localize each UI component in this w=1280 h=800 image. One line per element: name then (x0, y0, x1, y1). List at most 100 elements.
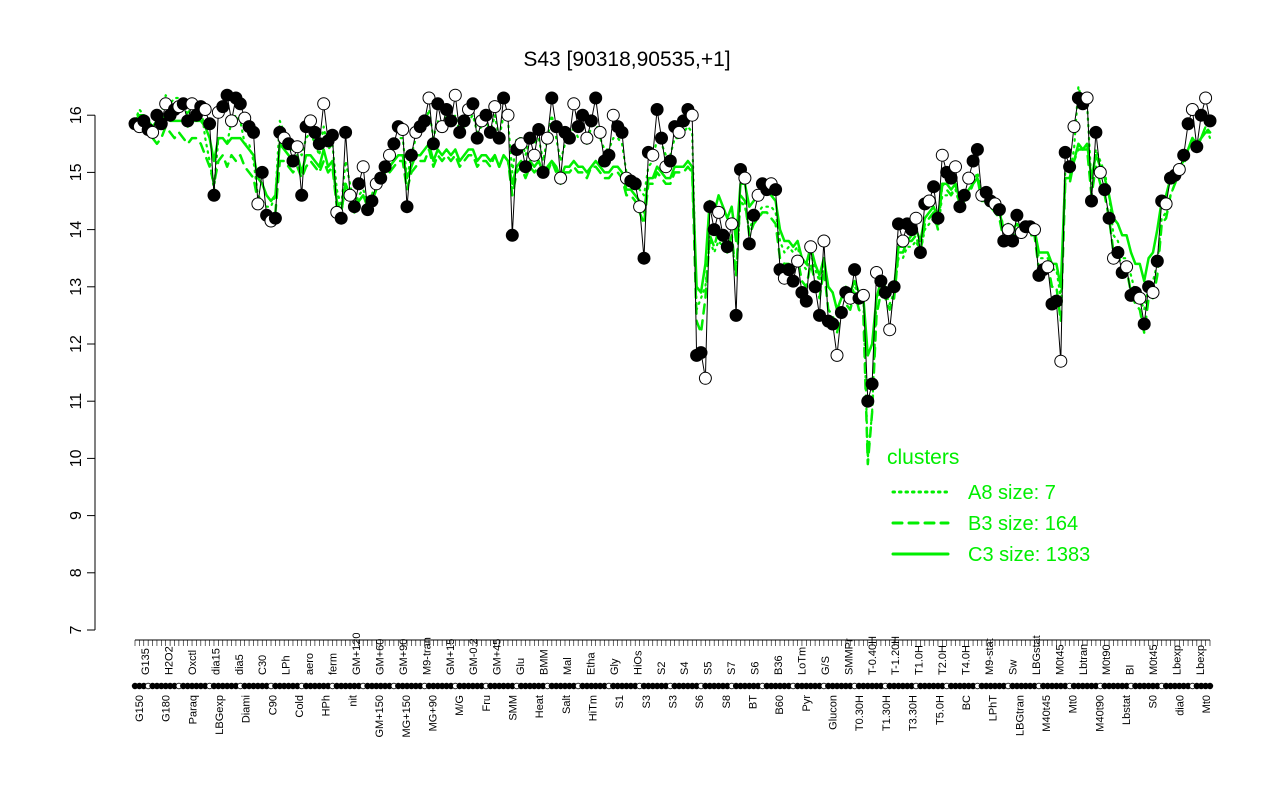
data-point (874, 274, 888, 288)
data-point (1190, 140, 1204, 154)
data-point (962, 171, 976, 185)
data-point (655, 131, 668, 145)
data-point (207, 188, 221, 202)
data-point (1001, 223, 1015, 237)
x-tick-label-top: aero (304, 653, 316, 675)
data-point (602, 148, 616, 162)
y-tick-label-10: 10 (68, 449, 85, 467)
data-point (830, 348, 844, 362)
data-point (448, 88, 462, 102)
data-point (554, 171, 568, 185)
x-tick-label-bottom: S0 (1148, 695, 1160, 708)
x-tick-label-bottom: C90 (267, 695, 279, 715)
data-point (356, 160, 370, 174)
data-point (615, 125, 629, 139)
data-point (786, 274, 800, 288)
data-point (216, 100, 230, 114)
data-point (725, 217, 739, 231)
data-point (1137, 317, 1151, 331)
data-point (633, 200, 647, 214)
x-tick-label-top: S6 (750, 662, 762, 675)
data-point (383, 148, 396, 162)
x-tick-label-top: SMMPr (843, 638, 855, 675)
x-tick-label-top: H2O2 (163, 646, 175, 675)
data-point (672, 125, 686, 139)
x-tick-label-top: Lbexp (1172, 645, 1184, 675)
legend-entry-label: C3 size: 1383 (968, 544, 1090, 566)
data-point (505, 228, 519, 242)
data-point (308, 125, 322, 139)
data-point (729, 308, 743, 322)
x-tick-label-top: S4 (679, 662, 691, 675)
data-point (1049, 294, 1063, 308)
data-point (606, 108, 620, 122)
x-tick-label-bottom: M40t45 (1041, 695, 1053, 732)
data-point (905, 223, 919, 237)
x-tick-label-top: T1.0H (914, 645, 926, 675)
data-point (268, 211, 282, 225)
data-point (1150, 254, 1164, 268)
x-tick-label-bottom: S3 (668, 695, 680, 708)
x-tick-label-top: M0t45 (1148, 644, 1160, 675)
x-tick-label-top: Glu (515, 658, 527, 675)
x-tick-label-bottom: Heat (534, 695, 546, 718)
data-point (339, 125, 353, 139)
data-point (154, 117, 168, 131)
data-point (826, 317, 840, 331)
x-tick-label-bottom: LBGexp (214, 695, 226, 735)
x-tick-label-top: GM+90 (398, 639, 410, 675)
x-tick-label-bottom: nit (347, 695, 359, 707)
data-point (817, 234, 831, 248)
data-point (663, 154, 677, 168)
data-point (352, 177, 366, 191)
data-point (883, 323, 897, 337)
data-point (650, 103, 664, 116)
x-tick-label-bottom: S1 (614, 695, 626, 708)
x-tick-label-bottom: G150 (134, 695, 146, 722)
x-tick-label-bottom: S6 (694, 695, 706, 708)
x-tick-label-bottom: HPh (321, 695, 333, 716)
data-point (1085, 194, 1098, 208)
legend-entry-label: A8 size: 7 (968, 482, 1056, 504)
data-point (865, 377, 879, 391)
y-tick-label-16: 16 (68, 106, 85, 124)
data-point (1199, 91, 1213, 105)
data-point (913, 246, 927, 259)
data-point (769, 183, 783, 197)
data-point (470, 131, 484, 145)
data-point (712, 205, 726, 219)
data-point (286, 154, 300, 168)
data-point (501, 108, 515, 122)
data-point (747, 208, 761, 222)
y-tick-label-11: 11 (68, 393, 85, 410)
x-tick-label-bottom: dia0 (1174, 695, 1186, 716)
x-tick-label-bottom: MG+90 (427, 695, 439, 731)
data-point (1172, 163, 1186, 176)
data-point (927, 180, 941, 194)
data-point (374, 171, 388, 185)
data-point (949, 160, 962, 174)
data-point (304, 114, 317, 128)
x-tick-label-top: B36 (773, 655, 785, 675)
x-tick-label-bottom: Salt (561, 695, 573, 714)
data-point (896, 234, 910, 248)
x-tick-label-bottom: Diami (241, 695, 253, 723)
data-point (466, 97, 480, 111)
data-point (646, 148, 660, 162)
x-tick-label-top: M9-stat (984, 638, 996, 675)
x-tick-label-bottom: Glucon (828, 695, 840, 730)
x-tick-label-top: dia5 (234, 654, 246, 675)
series-line-dashed (133, 119, 1212, 466)
x-tick-label-top: C30 (257, 655, 269, 675)
x-tick-label-top: T4.0H (961, 645, 973, 675)
data-point (1089, 125, 1103, 139)
data-point (562, 131, 576, 145)
data-point (799, 294, 813, 308)
data-point (1063, 160, 1077, 174)
x-tick-label-bottom: Cold (294, 695, 306, 718)
x-tick-label-top: LPh (281, 655, 293, 675)
data-point (861, 394, 875, 408)
data-point (295, 188, 309, 202)
data-point (593, 125, 607, 139)
